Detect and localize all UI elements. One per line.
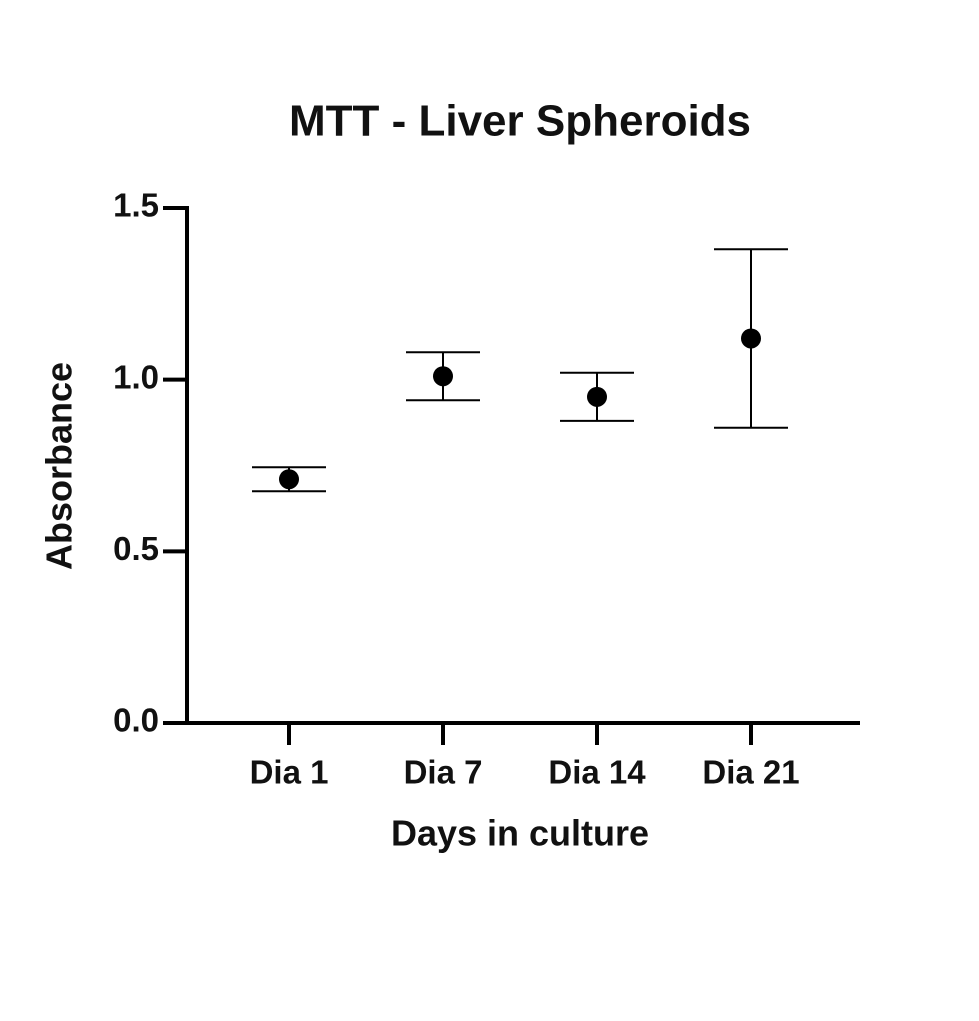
- x-tick-label: Dia 7: [404, 754, 483, 791]
- y-tick-label: 1.5: [113, 187, 159, 224]
- x-tick-label: Dia 1: [250, 754, 329, 791]
- y-tick-label: 1.0: [113, 358, 159, 395]
- x-tick-label: Dia 21: [702, 754, 799, 791]
- x-axis-label: Days in culture: [391, 813, 649, 854]
- x-tick-label: Dia 14: [548, 754, 646, 791]
- y-tick-label: 0.5: [113, 530, 159, 567]
- y-tick-label: 0.0: [113, 702, 159, 739]
- point: [587, 386, 607, 407]
- point: [741, 328, 761, 349]
- y-axis-label: Absorbance: [39, 362, 80, 570]
- chart-title: MTT - Liver Spheroids: [289, 97, 751, 146]
- point: [279, 469, 299, 490]
- point: [433, 366, 453, 387]
